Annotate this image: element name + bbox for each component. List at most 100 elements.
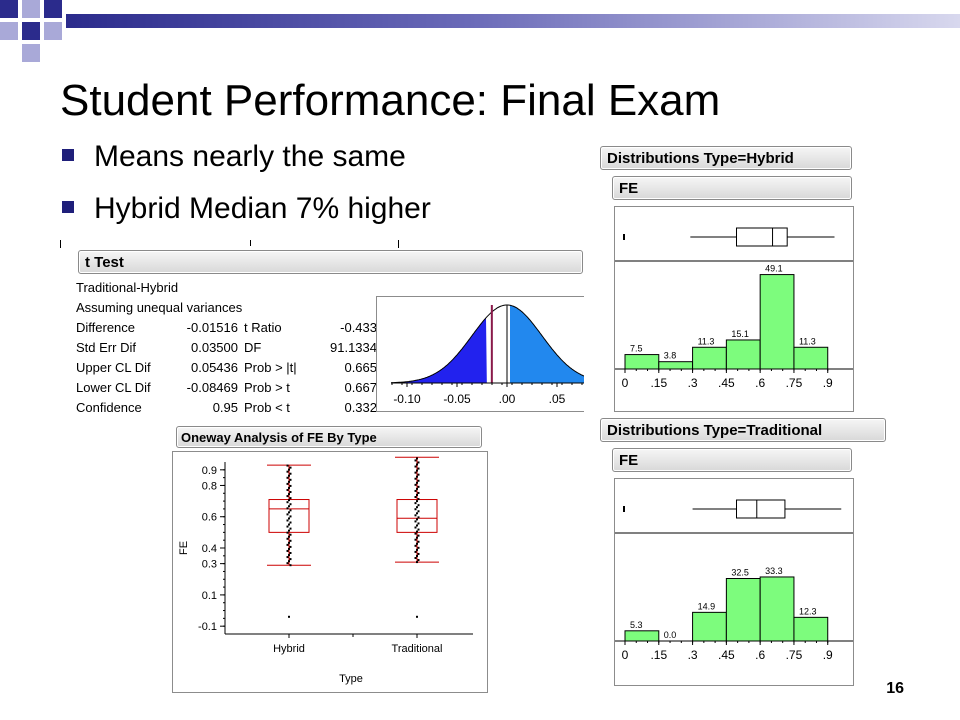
data-point	[286, 470, 289, 473]
data-point	[414, 483, 417, 486]
y-axis-label: FE	[178, 541, 190, 555]
ttest-cell: -0.4332	[340, 320, 385, 335]
hybrid-header: Distributions Type=Hybrid	[600, 146, 852, 170]
data-point	[417, 534, 420, 537]
data-point	[288, 468, 290, 471]
bar	[725, 578, 761, 642]
data-point	[416, 493, 418, 496]
ttest-cell: Prob > |t|	[244, 360, 297, 375]
ttest-cell: Prob < t	[244, 400, 290, 415]
ttest-cell: -0.08469	[186, 380, 238, 395]
ttest-distribution-plot: -0.10-0.05.00.05.10	[376, 296, 616, 412]
x-tick-label: .9	[823, 648, 833, 662]
data-point	[417, 540, 420, 543]
distribution-curve	[390, 304, 585, 384]
data-point	[288, 560, 290, 563]
deco-square	[0, 0, 18, 18]
data-point	[286, 531, 289, 534]
hybrid-histogram-svg: 7.5 3.8 11.3 15.1 49.1 11.3 0 .15 .3 .45 .6 .75 .9	[615, 227, 853, 390]
bar-value-label: 7.5	[630, 344, 643, 354]
x-tick-label: .75	[786, 376, 803, 390]
box	[396, 499, 438, 533]
data-point	[286, 543, 289, 546]
data-point	[289, 527, 292, 530]
crop-mark	[398, 240, 399, 248]
bar	[725, 339, 761, 370]
ttest-row: Lower CL Dif -0.08469 Prob > t 0.6671	[76, 378, 384, 398]
data-point	[286, 513, 289, 516]
ttest-line: Assuming unequal variances	[76, 300, 243, 315]
data-point	[417, 546, 420, 549]
data-point	[416, 554, 418, 557]
data-point	[416, 536, 418, 539]
oneway-header-label: Oneway Analysis of FE By Type	[181, 430, 377, 445]
data-point	[414, 526, 417, 529]
oneway-header: Oneway Analysis of FE By Type	[176, 426, 482, 448]
box	[736, 499, 786, 519]
data-point	[289, 503, 292, 506]
ttest-cell: Upper CL Dif	[76, 360, 151, 375]
ttest-row: Upper CL Dif 0.05436 Prob > |t| 0.6659	[76, 358, 384, 378]
ttest-cell: 0.6671	[344, 380, 385, 395]
data-point	[417, 485, 420, 488]
y-tick-label: 0.4	[202, 543, 217, 555]
data-point	[414, 502, 417, 505]
data-point	[288, 523, 290, 526]
x-tick-label: .75	[786, 648, 803, 662]
data-point	[417, 552, 420, 555]
ttest-cell: 0.05436	[191, 360, 238, 375]
data-point	[416, 548, 418, 551]
traditional-subheader: FE	[612, 448, 852, 472]
data-point	[414, 532, 417, 535]
traditional-plot-frame: 5.3 0.0 14.9 32.5 33.3 12.3 0 .15 .3 .45 .6 .75 .9	[614, 478, 854, 686]
ttest-cell: 0.03500	[191, 340, 238, 355]
x-tick-label: .05	[549, 392, 566, 406]
data-point	[417, 473, 420, 476]
data-point	[289, 564, 292, 567]
data-point	[416, 463, 418, 466]
y-tick-label: 0.9	[202, 465, 217, 477]
ttest-cell: 0.95	[212, 400, 238, 415]
data-point	[417, 559, 420, 562]
ttest-row: Difference -0.01516 t Ratio -0.4332	[76, 318, 384, 338]
bar-value-label: 14.9	[698, 601, 716, 611]
bar	[759, 274, 795, 370]
data-point	[414, 520, 417, 523]
data-point	[288, 541, 290, 544]
bar-value-label: 0.0	[664, 630, 677, 640]
x-tick-label: .6	[755, 648, 765, 662]
bar-value-label: 5.3	[630, 620, 643, 630]
bar	[793, 346, 829, 370]
ttest-cell: t Ratio	[244, 320, 282, 335]
box	[736, 227, 788, 247]
data-point	[417, 528, 420, 531]
data-point	[414, 471, 417, 474]
x-tick-label: -0.05	[443, 392, 471, 406]
data-point	[416, 542, 418, 545]
data-point	[286, 549, 289, 552]
data-point	[416, 475, 418, 478]
ttest-row: Std Err Dif 0.03500 DF 91.13343	[76, 338, 384, 358]
data-point	[286, 495, 289, 498]
ttest-cell: Std Err Dif	[76, 340, 136, 355]
x-category-label: Traditional	[392, 643, 443, 655]
data-point	[288, 474, 290, 477]
data-point	[417, 467, 420, 470]
distribution-center-area	[496, 305, 504, 383]
ttest-cell: DF	[244, 340, 262, 355]
oneway-svg: 0.9 0.8 0.6 0.4 0.3 0.1 -0.1 FE Hybrid Traditiona…	[178, 456, 473, 685]
x-tick-label: .15	[650, 648, 667, 662]
data-point	[286, 537, 289, 540]
bar	[692, 346, 727, 370]
data-point	[416, 487, 418, 490]
x-tick-label: .3	[688, 376, 698, 390]
data-point	[417, 491, 420, 494]
ttest-row: Confidence 0.95 Prob < t 0.3329	[76, 398, 384, 418]
data-point	[286, 482, 289, 485]
data-point	[289, 466, 292, 469]
bullet-item: Hybrid Median 7% higher	[62, 192, 431, 226]
data-point	[414, 477, 417, 480]
ttest-table: Difference -0.01516 t Ratio -0.4332 Std Err …	[76, 318, 384, 418]
x-tick-label: .45	[718, 648, 735, 662]
y-tick-label: 0.6	[202, 512, 217, 524]
